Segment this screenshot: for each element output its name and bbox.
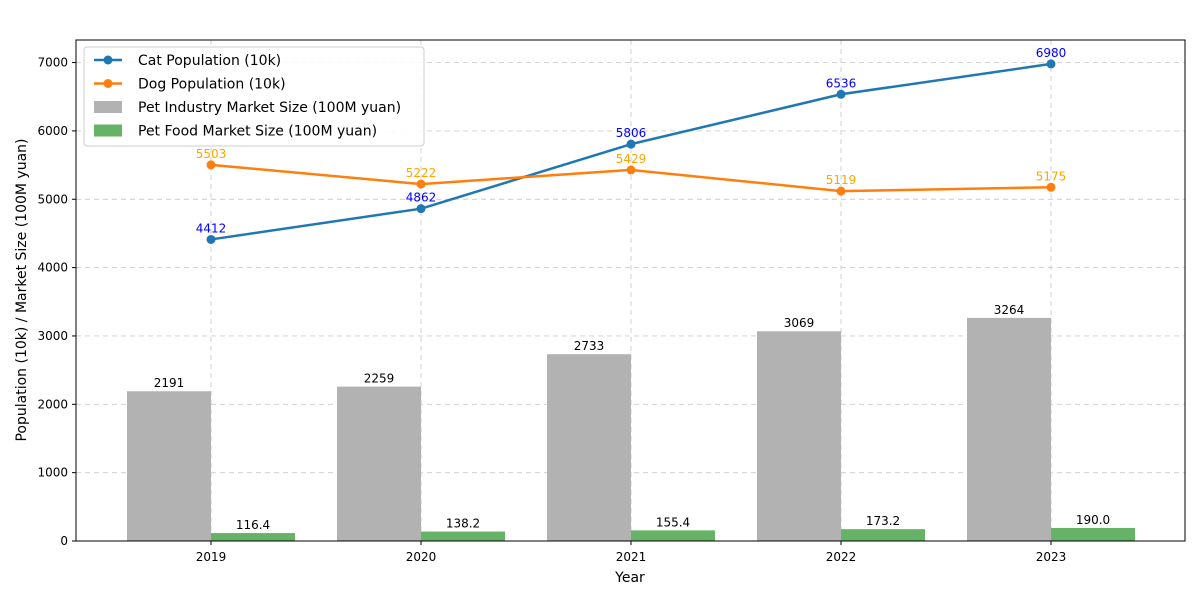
axis-layer: 0 1000 2000 3000 4000 5000 6000 7000 2019 2020 202… xyxy=(37,39,1186,564)
y-tick-label: 2000 xyxy=(37,397,68,411)
legend-label: Pet Food Market Size (100M yuan) xyxy=(138,124,377,140)
y-tick-label: 6000 xyxy=(37,124,68,138)
legend-label: Cat Population (10k) xyxy=(138,53,281,69)
legend-label: Dog Population (10k) xyxy=(138,77,286,93)
series-point xyxy=(836,89,846,99)
y-axis-title: Population (10k) / Market Size (100M yua… xyxy=(14,138,30,441)
x-tick-label: 2021 xyxy=(616,550,647,564)
legend-marker xyxy=(103,55,113,65)
bar xyxy=(337,386,421,541)
bar xyxy=(967,317,1051,541)
bar-value-label: 2259 xyxy=(364,372,395,386)
legend-label: Pet Industry Market Size (100M yuan) xyxy=(138,100,401,116)
bar-value-label: 3069 xyxy=(784,316,815,330)
series-point xyxy=(626,139,636,149)
point-value-label: 5222 xyxy=(406,166,437,180)
series-point xyxy=(1046,182,1056,192)
bar-value-label: 173.2 xyxy=(866,514,900,528)
point-value-label: 5806 xyxy=(616,126,647,140)
bar xyxy=(1051,528,1135,541)
bar-value-label: 190.0 xyxy=(1076,513,1110,527)
bar xyxy=(211,533,295,541)
point-value-label: 5119 xyxy=(826,173,857,187)
bar xyxy=(421,531,505,541)
point-value-label: 4862 xyxy=(406,191,437,205)
series-point xyxy=(626,165,636,175)
point-value-label: 6980 xyxy=(1036,46,1067,60)
legend-bar-swatch xyxy=(94,124,122,137)
x-tick-label: 2023 xyxy=(1036,550,1067,564)
y-tick-label: 5000 xyxy=(37,192,68,206)
x-tick-label: 2022 xyxy=(826,550,857,564)
point-value-label: 5503 xyxy=(196,147,227,161)
legend-bar-swatch xyxy=(94,101,122,113)
series-point xyxy=(206,234,216,244)
y-tick-label: 4000 xyxy=(37,261,68,275)
y-tick-label: 1000 xyxy=(37,466,68,480)
x-axis-title: Year xyxy=(614,570,645,586)
legend-box xyxy=(83,46,425,147)
bar-value-label: 2191 xyxy=(154,376,185,390)
series-point xyxy=(836,186,846,196)
point-value-label: 4412 xyxy=(196,221,227,235)
point-value-label: 5429 xyxy=(616,152,647,166)
series-point xyxy=(206,160,216,170)
bar xyxy=(757,331,841,541)
legend-marker xyxy=(103,79,113,88)
bar xyxy=(631,530,715,541)
y-tick-label: 0 xyxy=(60,534,68,548)
bar xyxy=(841,529,925,541)
series-point xyxy=(416,204,426,214)
bar-layer xyxy=(127,317,1135,541)
point-value-label: 6536 xyxy=(826,76,857,90)
label-layer: 2191 2259 2733 3069 3264 116.4 138.2 155.4 173.2… xyxy=(154,46,1110,532)
bar-value-label: 2733 xyxy=(574,339,605,353)
series-point xyxy=(416,179,426,189)
x-tick-label: 2019 xyxy=(196,550,227,564)
bar-value-label: 116.4 xyxy=(236,518,270,532)
line-layer xyxy=(206,59,1056,244)
bar xyxy=(127,391,211,541)
legend: Cat Population (10k) Dog Population (10k)… xyxy=(83,46,425,147)
y-tick-label: 3000 xyxy=(37,329,68,343)
bar xyxy=(547,354,631,541)
bar-value-label: 155.4 xyxy=(656,515,690,529)
series-point xyxy=(1046,59,1056,69)
y-tick-label: 7000 xyxy=(37,56,68,70)
bar-value-label: 138.2 xyxy=(446,517,480,531)
x-tick-label: 2020 xyxy=(406,550,437,564)
bar-value-label: 3264 xyxy=(994,303,1025,317)
point-value-label: 5175 xyxy=(1036,169,1067,183)
